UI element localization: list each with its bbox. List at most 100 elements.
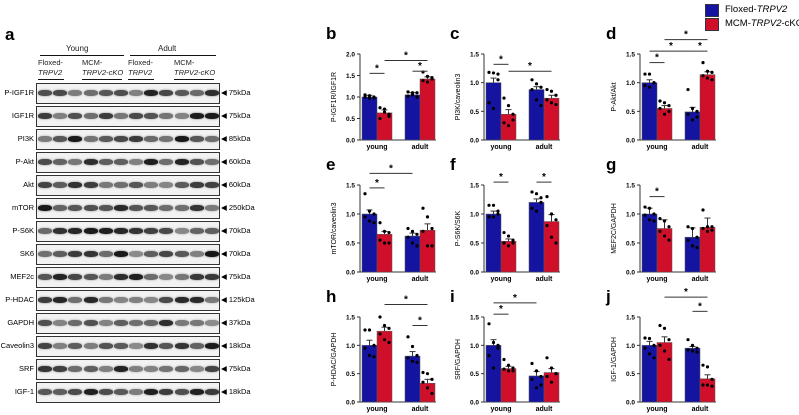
blot-row-label: GAPDH [7, 318, 34, 327]
x-tick-label: young [647, 276, 668, 283]
blot-band [83, 182, 98, 188]
data-point [705, 229, 710, 233]
y-axis-label: mTOR/caveolin3 [331, 202, 338, 254]
data-point [530, 206, 534, 210]
blot-band [68, 274, 83, 280]
data-point [378, 315, 382, 319]
blot-band [38, 343, 53, 349]
y-tick-label: 1.5 [346, 183, 355, 190]
blot-band [174, 274, 189, 280]
blot-band [129, 136, 144, 142]
data-point [539, 383, 543, 387]
y-tick-label: 0.5 [346, 241, 355, 248]
blot-band [189, 343, 204, 349]
blot-band [129, 205, 144, 211]
group-line-adult [130, 55, 216, 56]
data-point [506, 124, 511, 128]
y-tick-label: 0.0 [626, 138, 635, 145]
data-point [658, 217, 662, 221]
blot-band [144, 251, 159, 257]
blot-band [159, 274, 174, 280]
blot-band [68, 228, 83, 234]
y-tick-label: 1.0 [346, 343, 355, 350]
data-point [658, 323, 662, 328]
bar [543, 97, 560, 141]
blot-band [38, 389, 53, 395]
data-point [534, 209, 539, 213]
bar [485, 213, 502, 273]
data-point [487, 322, 491, 326]
subgroup-label: Floxed- [38, 58, 64, 67]
data-point [487, 203, 491, 207]
significance-star: * [698, 301, 702, 312]
bar [699, 378, 716, 403]
blot-band [83, 389, 98, 395]
blot-band [144, 228, 159, 234]
bar [376, 330, 393, 403]
blot-band [174, 90, 189, 96]
data-point [410, 344, 415, 349]
subgroup-label: TRPV2 [38, 68, 63, 77]
data-point [643, 72, 647, 76]
blot-strip [36, 313, 220, 334]
subgroup-line [82, 79, 122, 80]
data-point [701, 363, 705, 367]
data-point [496, 209, 500, 213]
blot-band [68, 297, 83, 303]
blot-row-label: Caveolin3 [0, 341, 34, 350]
data-point [545, 87, 549, 92]
data-point [686, 112, 690, 116]
blot-band [98, 136, 113, 142]
blot-band [83, 205, 98, 211]
data-point [643, 213, 647, 217]
subgroup-label: TRPV2-cKO [82, 68, 124, 77]
data-point [549, 366, 554, 370]
blot-band [98, 343, 113, 349]
blot-band [38, 113, 53, 119]
y-axis-label: P-Akt/Akt [611, 82, 618, 111]
data-point [430, 77, 434, 81]
significance-star: * [418, 61, 422, 72]
blot-band [113, 343, 128, 349]
data-point [415, 244, 419, 248]
data-point [491, 203, 496, 207]
data-point [710, 70, 714, 74]
data-point [511, 118, 515, 122]
kda-label: ◀ 75kDa [221, 88, 251, 97]
data-point [686, 338, 690, 342]
data-point [539, 196, 543, 200]
blot-band [189, 389, 204, 395]
bar [543, 221, 560, 273]
blot-band [204, 389, 219, 395]
blot-band [189, 366, 204, 372]
data-point [647, 206, 652, 210]
y-axis-label: P-IGF1R/IGF1R [331, 72, 338, 122]
data-point [667, 357, 671, 362]
y-tick-label: 0.5 [626, 109, 635, 116]
data-point [378, 106, 382, 110]
data-point [502, 357, 506, 362]
data-point [367, 96, 372, 100]
blot-band [83, 343, 98, 349]
blot-band [204, 297, 219, 303]
data-point [643, 336, 647, 340]
blot-band [144, 320, 159, 326]
blot-band [129, 251, 144, 257]
data-point [421, 380, 425, 384]
y-axis-label: IGF-1/GAPDH [611, 337, 618, 382]
legend-swatch-cko [705, 18, 719, 31]
data-point [382, 241, 387, 245]
data-point [363, 215, 367, 219]
significance-star: * [684, 287, 688, 298]
data-point [652, 356, 656, 360]
group-label-adult: Adult [158, 44, 177, 53]
blot-band [98, 251, 113, 257]
blot-band [68, 389, 83, 395]
y-axis-label: PI3K/caveolin3 [455, 74, 462, 121]
data-point [695, 346, 699, 350]
data-point [511, 112, 515, 116]
data-point [701, 74, 705, 78]
x-tick-label: adult [412, 406, 429, 413]
significance-star: * [404, 50, 408, 61]
